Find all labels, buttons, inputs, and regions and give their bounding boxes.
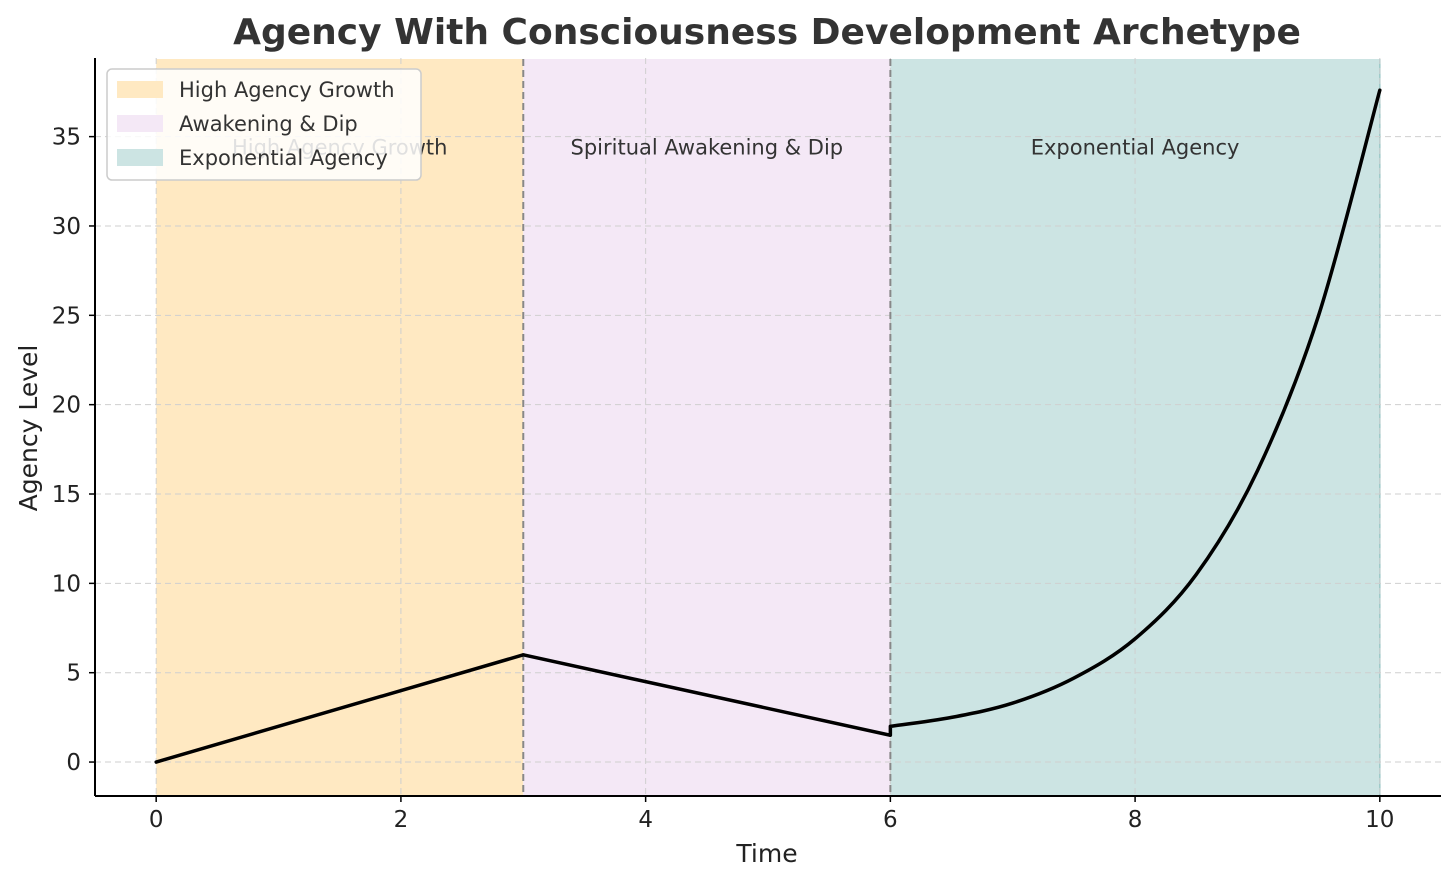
ticks: 0 2 4 6 8 10 0 5 10 15 20 25 30 35 — [52, 125, 1395, 833]
series — [154, 88, 1382, 764]
y-tick-label-2: 10 — [52, 571, 81, 597]
y-tick-label-1: 5 — [66, 661, 81, 687]
x-tick-label-5: 10 — [1365, 807, 1394, 833]
y-tick-label-7: 35 — [52, 125, 81, 151]
y-tick-label-3: 15 — [52, 482, 81, 508]
x-tick-label-4: 8 — [1128, 807, 1143, 833]
x-tick-label-0: 0 — [149, 807, 164, 833]
legend-swatch-2 — [117, 149, 163, 166]
legend-swatch-0 — [117, 81, 163, 98]
y-tick-label-0: 0 — [66, 750, 81, 776]
legend-label-2: Exponential Agency — [179, 146, 388, 170]
y-tick-label-4: 20 — [52, 393, 81, 419]
x-tick-label-2: 4 — [638, 807, 653, 833]
chart-title: Agency With Consciousness Development Ar… — [233, 12, 1301, 53]
phase-label-2: Exponential Agency — [1031, 135, 1240, 159]
legend-label-1: Awakening & Dip — [179, 112, 358, 136]
series-line-0 — [154, 88, 1382, 764]
x-tick-label-3: 6 — [883, 807, 898, 833]
y-tick-label-5: 25 — [52, 303, 81, 329]
phase-boundaries — [522, 59, 892, 796]
legend-label-0: High Agency Growth — [179, 78, 395, 102]
legend-box — [106, 68, 422, 181]
y-axis-label: Agency Level — [14, 345, 43, 512]
y-tick-label-6: 30 — [52, 214, 81, 240]
legend-swatch-1 — [117, 115, 163, 132]
grid — [95, 58, 1441, 796]
x-tick-label-1: 2 — [394, 807, 409, 833]
x-axis-label: Time — [735, 839, 797, 868]
phase-label-1: Spiritual Awakening & Dip — [571, 135, 844, 159]
phase-region-1 — [523, 59, 891, 796]
legend: High Agency Growth Awakening & Dip Exponen… — [106, 68, 422, 181]
